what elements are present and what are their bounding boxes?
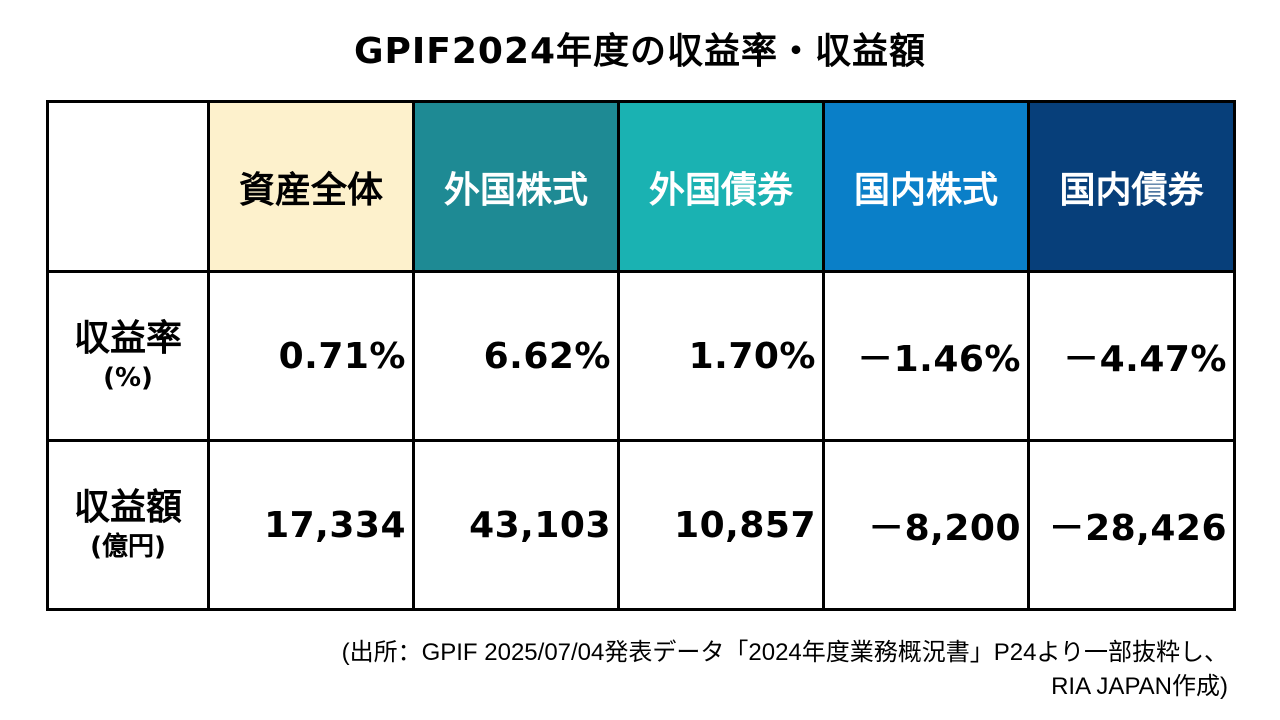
header-label: 外国株式 <box>443 169 588 211</box>
value-cell: －8,200 <box>822 439 1030 611</box>
source-line: (出所：GPIF 2025/07/04発表データ「2024年度業務概況書」P24… <box>341 639 1228 666</box>
row-label-return-rate: 収益率 (%) <box>46 270 210 442</box>
value-cell: 43,103 <box>412 439 620 611</box>
value-cell: 17,334 <box>207 439 415 611</box>
value-cell: 6.62% <box>412 270 620 442</box>
header-label: 資産全体 <box>238 169 383 211</box>
value-cell: 10,857 <box>617 439 825 611</box>
table-row-return-rate: 収益率 (%) 0.71% 6.62% 1.70% －1.46% －4.47% <box>46 270 1236 442</box>
table-row-return-amount: 収益額 (億円) 17,334 43,103 10,857 －8,200 －28… <box>46 439 1236 611</box>
header-label: 国内債券 <box>1059 169 1204 211</box>
page-title: GPIF2024年度の収益率・収益額 <box>353 31 927 72</box>
source-note: (出所：GPIF 2025/07/04発表データ「2024年度業務概況書」P24… <box>48 636 1228 704</box>
value-cell: －28,426 <box>1027 439 1236 611</box>
value-cell: 1.70% <box>617 270 825 442</box>
row-label-unit: (%) <box>103 363 153 393</box>
header-cell-foreign-bonds: 外国債券 <box>617 100 825 273</box>
row-label-return-amount: 収益額 (億円) <box>46 439 210 611</box>
header-row: 資産全体 外国株式 外国債券 国内株式 国内債券 <box>46 100 1236 273</box>
header-cell-domestic-stocks: 国内株式 <box>822 100 1030 273</box>
header-cell-total-assets: 資産全体 <box>207 100 415 273</box>
row-label-text: 収益率 <box>73 318 182 359</box>
value-cell: －4.47% <box>1027 270 1236 442</box>
corner-cell <box>46 100 210 273</box>
header-cell-domestic-bonds: 国内債券 <box>1027 100 1236 273</box>
header-label: 外国債券 <box>648 169 793 211</box>
row-label-unit: (億円) <box>90 532 166 562</box>
header-cell-foreign-stocks: 外国株式 <box>412 100 620 273</box>
value-cell: 0.71% <box>207 270 415 442</box>
row-label-text: 収益額 <box>73 487 182 528</box>
source-line: RIA JAPAN作成) <box>1051 673 1228 700</box>
returns-table: 資産全体 外国株式 外国債券 国内株式 国内債券 収益率 (%) 0.71% 6… <box>46 100 1236 611</box>
header-label: 国内株式 <box>853 169 998 211</box>
value-cell: －1.46% <box>822 270 1030 442</box>
